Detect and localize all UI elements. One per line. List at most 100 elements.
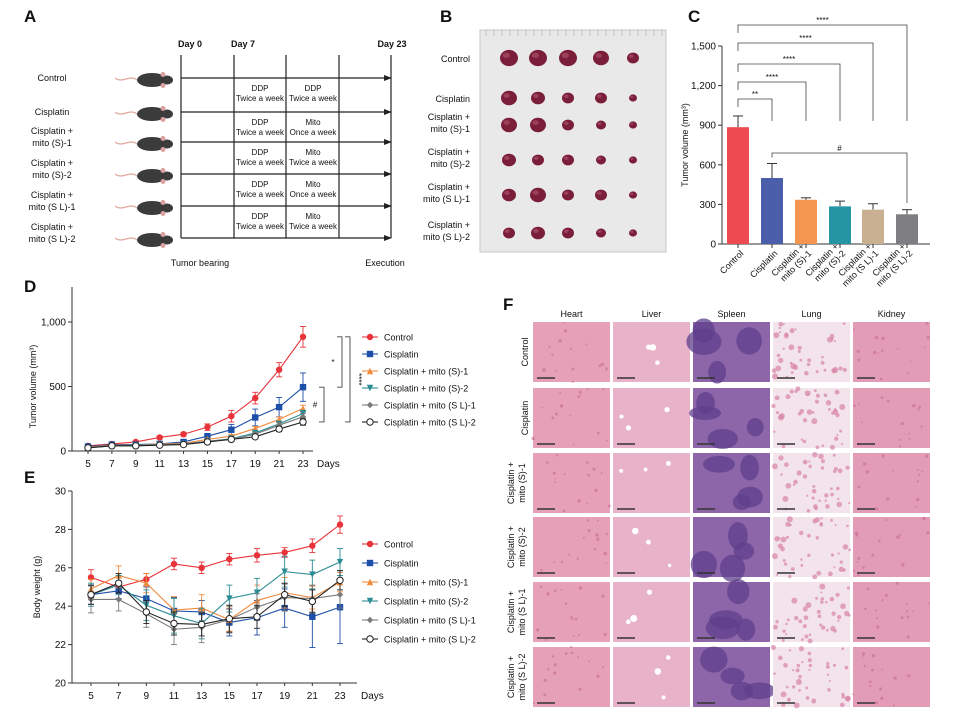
alveolar-tissue xyxy=(775,620,779,624)
data-point xyxy=(366,616,374,624)
alveolar-tissue xyxy=(820,517,823,520)
arrow-head-icon xyxy=(384,109,392,115)
tumor-highlight xyxy=(502,52,510,58)
tissue-texture xyxy=(553,671,557,675)
data-point xyxy=(366,559,374,567)
alveolar-tissue xyxy=(798,689,801,692)
data-point xyxy=(84,444,92,452)
alveolar-tissue xyxy=(782,559,786,563)
alveolar-tissue xyxy=(846,586,850,590)
tissue-texture xyxy=(578,634,581,636)
alveolar-tissue xyxy=(829,596,835,602)
row-label-line: Cisplatin + xyxy=(506,462,516,504)
group-label: Cisplatin + xyxy=(31,158,73,168)
tissue-texture xyxy=(880,396,884,399)
alveolar-tissue xyxy=(777,543,784,549)
tissue-texture xyxy=(554,369,557,372)
treatment-drug: DDP xyxy=(252,212,269,221)
photo-row-label: Cisplatin + xyxy=(428,112,470,122)
tissue-background xyxy=(533,517,610,577)
tissue-texture xyxy=(540,568,543,572)
mouse-ear xyxy=(160,243,166,248)
data-point xyxy=(366,540,374,548)
tumor-highlight xyxy=(504,190,510,195)
significance-bracket xyxy=(345,336,351,423)
alveolar-tissue xyxy=(833,436,839,441)
data-point xyxy=(180,431,187,438)
tissue-texture xyxy=(559,404,564,408)
tumor-highlight xyxy=(596,94,602,98)
y-tick-label: 30 xyxy=(55,487,67,498)
data-point xyxy=(336,591,344,598)
tissue-texture xyxy=(605,368,608,371)
treatment-frequency: Once a week xyxy=(290,128,338,137)
histology-image-kidney xyxy=(852,516,930,577)
tumor-sample xyxy=(562,92,574,104)
alveolar-tissue xyxy=(814,399,819,404)
tissue-texture xyxy=(570,615,573,619)
alveolar-tissue xyxy=(842,322,846,326)
data-point xyxy=(142,608,151,616)
tumor-highlight xyxy=(563,229,569,233)
central-vein xyxy=(666,655,671,660)
data-point xyxy=(253,552,261,559)
alveolar-tissue xyxy=(832,663,836,667)
alveolar-tissue xyxy=(780,691,787,698)
tissue-texture xyxy=(578,390,582,394)
central-vein xyxy=(667,563,672,568)
tissue-texture xyxy=(564,602,568,605)
tissue-texture xyxy=(901,562,905,567)
tumor-sample xyxy=(562,189,574,201)
histology-image-heart xyxy=(532,646,610,707)
tissue-texture xyxy=(586,387,589,390)
photo-row-label: Cisplatin + xyxy=(428,147,470,157)
alveolar-tissue xyxy=(802,459,808,465)
histology-row-label: Cisplatin + mito (S)-1 xyxy=(506,462,527,504)
x-tick-label: 23 xyxy=(297,459,309,470)
tissue-background xyxy=(853,582,930,642)
tumor-highlight xyxy=(533,156,539,160)
alveolar-tissue xyxy=(806,509,811,513)
tissue-texture xyxy=(856,561,859,563)
tissue-texture xyxy=(597,519,599,522)
data-point xyxy=(204,423,211,431)
central-vein xyxy=(649,344,657,351)
x-tick-label: 15 xyxy=(224,691,236,702)
tissue-texture xyxy=(553,561,556,563)
white-pulp xyxy=(740,454,759,481)
mouse-ear xyxy=(160,168,166,173)
significance-bracket xyxy=(737,63,841,121)
x-tick-label: Cisplatin +mito (S)-2 xyxy=(803,241,847,283)
alveolar-tissue xyxy=(778,357,784,364)
tissue-texture xyxy=(918,473,921,477)
alveolar-tissue xyxy=(830,487,833,491)
y-tick-label: 300 xyxy=(699,200,716,211)
series-5 xyxy=(84,418,307,452)
tissue-texture xyxy=(874,507,879,511)
treatment-frequency: Twice a week xyxy=(236,190,285,199)
alveolar-tissue xyxy=(806,362,811,367)
central-vein xyxy=(654,668,662,675)
x-tick-label: Cisplatin +mito (S L)-2 xyxy=(870,241,914,288)
alveolar-tissue xyxy=(848,548,852,552)
series-line xyxy=(90,524,341,588)
tissue-background xyxy=(613,517,690,577)
tumor-highlight xyxy=(563,121,569,125)
tissue-background xyxy=(773,517,850,577)
tissue-texture xyxy=(555,412,558,416)
alveolar-tissue xyxy=(796,470,802,476)
alveolar-tissue xyxy=(830,553,835,557)
white-pulp xyxy=(719,554,746,583)
alveolar-tissue xyxy=(813,504,818,509)
tumor-sample xyxy=(629,229,637,237)
histology-image-lung xyxy=(771,321,850,382)
alveolar-tissue xyxy=(771,403,776,409)
treatment-schematic: Day 0 Day 7 Day 23 Control Cisplatin Cisplati… xyxy=(28,39,406,268)
alveolar-tissue xyxy=(774,536,780,542)
central-vein xyxy=(643,467,648,472)
panel-label-a: A xyxy=(24,7,36,26)
tumor-highlight xyxy=(532,120,539,125)
alveolar-tissue xyxy=(798,674,802,679)
tissue-texture xyxy=(892,470,894,472)
tissue-texture xyxy=(607,504,611,508)
